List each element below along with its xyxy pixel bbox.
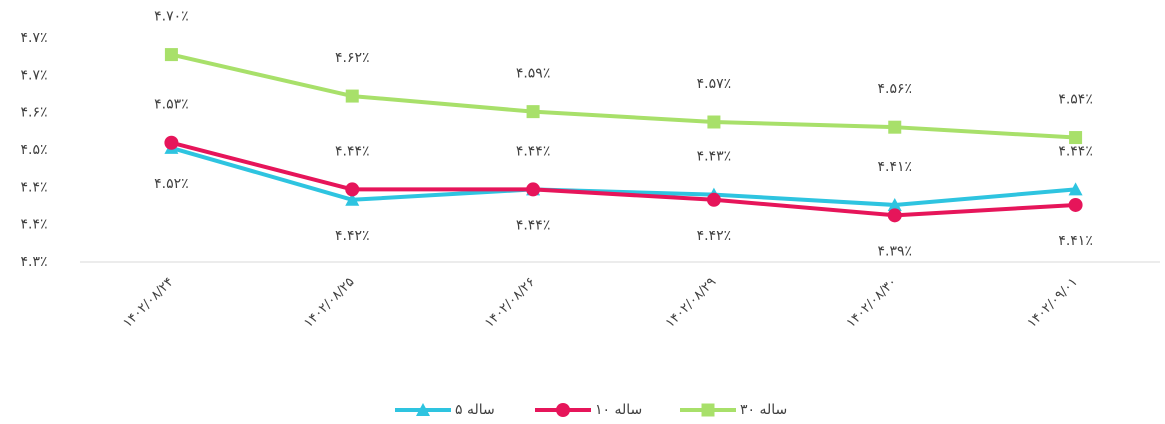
point bbox=[345, 192, 360, 206]
data-label: ۴.۵۴٪ bbox=[1058, 92, 1093, 108]
point bbox=[526, 105, 540, 119]
x-tick-label: ۱۴۰۲/۰۸/۳۰ bbox=[844, 275, 900, 331]
data-label: ۴.۴۳٪ bbox=[697, 149, 732, 165]
data-label: ۴.۴۲٪ bbox=[697, 228, 732, 244]
point bbox=[164, 48, 178, 62]
legend-marker bbox=[416, 403, 430, 416]
y-tick-label: ۴.۷٪ bbox=[20, 67, 47, 83]
y-tick-label: ۴.۴٪ bbox=[20, 179, 47, 195]
x-tick-label: ۱۴۰۲/۰۸/۲۴ bbox=[120, 275, 176, 331]
data-label: ۴.۴۴٪ bbox=[335, 143, 370, 159]
series-line bbox=[170, 52, 1076, 140]
data-label: ۴.۴۱٪ bbox=[877, 159, 912, 175]
data-label: ۴.۴۴٪ bbox=[516, 217, 551, 233]
data-label: ۴.۵۳٪ bbox=[154, 97, 189, 113]
data-label: ۴.۴۲٪ bbox=[335, 228, 370, 244]
point bbox=[1069, 131, 1083, 145]
point bbox=[707, 115, 721, 129]
data-label: ۴.۳۹٪ bbox=[877, 243, 912, 259]
point bbox=[345, 89, 359, 103]
y-tick-label: ۴.۶٪ bbox=[20, 105, 47, 121]
point bbox=[1068, 182, 1083, 196]
point bbox=[1068, 197, 1083, 212]
series-line bbox=[170, 146, 1076, 207]
point bbox=[887, 208, 902, 223]
data-label: ۴.۵۷٪ bbox=[697, 76, 732, 92]
point bbox=[888, 120, 902, 134]
legend-label: ۵ ساله bbox=[455, 402, 495, 418]
y-tick-label: ۴.۵٪ bbox=[20, 142, 47, 158]
point bbox=[887, 197, 902, 211]
point bbox=[164, 135, 179, 150]
data-label: ۴.۵۹٪ bbox=[516, 66, 551, 82]
x-tick-label: ۱۴۰۲/۰۸/۲۹ bbox=[663, 275, 719, 331]
y-tick-label: ۴.۷٪ bbox=[20, 30, 47, 46]
x-tick-label: ۱۴۰۲/۰۸/۲۵ bbox=[301, 275, 357, 331]
legend-label: ۳۰ ساله bbox=[740, 402, 787, 418]
point bbox=[345, 182, 360, 197]
legend-label: ۱۰ ساله bbox=[595, 402, 642, 418]
y-tick-label: ۴.۴٪ bbox=[20, 217, 47, 233]
series-line bbox=[170, 140, 1076, 218]
data-label: ۴.۷۰٪ bbox=[154, 9, 189, 25]
y-tick-label: ۴.۳٪ bbox=[20, 254, 47, 270]
data-label: ۴.۴۴٪ bbox=[1058, 143, 1093, 159]
x-tick-label: ۱۴۰۲/۰۹/۰۱ bbox=[1025, 275, 1081, 331]
data-label: ۴.۴۱٪ bbox=[1058, 233, 1093, 249]
data-label: ۴.۵۶٪ bbox=[877, 81, 912, 97]
legend-marker bbox=[556, 403, 570, 417]
point bbox=[706, 192, 721, 207]
point bbox=[526, 182, 541, 197]
data-label: ۴.۵۲٪ bbox=[154, 176, 189, 192]
data-label: ۴.۴۴٪ bbox=[516, 143, 551, 159]
legend-marker bbox=[701, 403, 715, 417]
data-label: ۴.۶۲٪ bbox=[335, 50, 370, 66]
x-tick-label: ۱۴۰۲/۰۸/۲۶ bbox=[482, 275, 538, 331]
